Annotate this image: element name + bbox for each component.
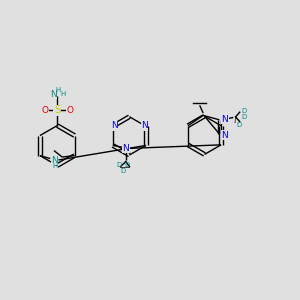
Text: D: D [121, 168, 126, 174]
Text: S: S [54, 105, 61, 115]
Text: D: D [242, 115, 247, 121]
Text: D: D [242, 108, 247, 114]
Text: H: H [52, 164, 57, 169]
Text: H: H [56, 87, 61, 93]
Text: O: O [66, 106, 73, 115]
Text: H: H [61, 91, 66, 97]
Text: D: D [236, 122, 241, 128]
Text: O: O [41, 106, 48, 115]
Text: N: N [51, 155, 58, 164]
Text: N: N [221, 131, 228, 140]
Text: N: N [111, 121, 118, 130]
Text: D: D [117, 162, 122, 168]
Text: N: N [221, 115, 228, 124]
Text: D: D [124, 162, 130, 168]
Text: N: N [141, 121, 148, 130]
Text: N: N [122, 144, 129, 153]
Text: N: N [50, 90, 57, 99]
